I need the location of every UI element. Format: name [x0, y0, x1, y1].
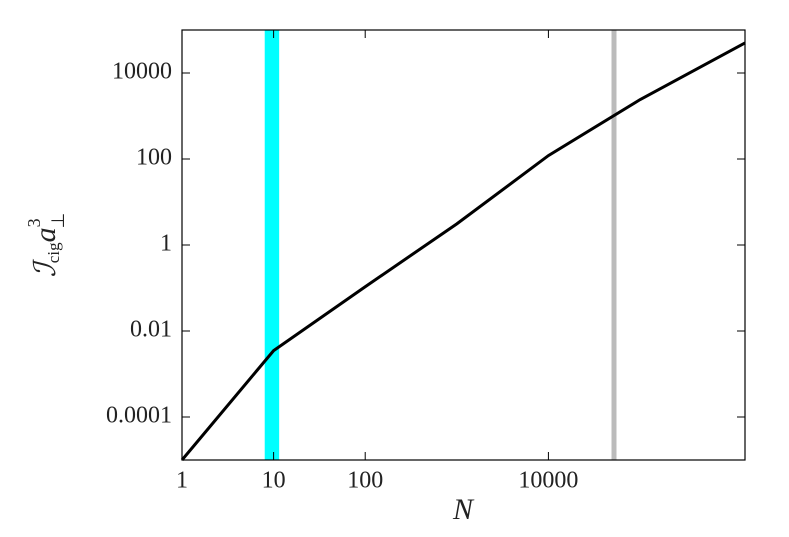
y-tick-label: 100 [136, 145, 172, 171]
y-tick-label: 0.01 [130, 317, 172, 343]
y-label-superscript: 3 [24, 218, 44, 227]
x-axis-label: N [452, 493, 475, 526]
x-tick-label: 1 [176, 468, 188, 494]
y-label-variable-subscript: ⊥ [48, 213, 68, 229]
y-axis-label: ℐciga3 ⊥ [24, 213, 68, 278]
y-label-variable: a [29, 227, 62, 242]
line [180, 41, 746, 461]
y-tick-label: 10000 [112, 59, 172, 85]
x-tick-label: 10 [262, 468, 286, 494]
x-tick-label: 100 [347, 468, 383, 494]
band [264, 30, 280, 460]
x-tick-label: 10000 [518, 468, 578, 494]
y-tick-label: 1 [160, 231, 172, 257]
y-tick-label: 0.0001 [106, 403, 172, 429]
plot-frame [181, 29, 746, 461]
y-label-subscript: cig [44, 242, 63, 263]
